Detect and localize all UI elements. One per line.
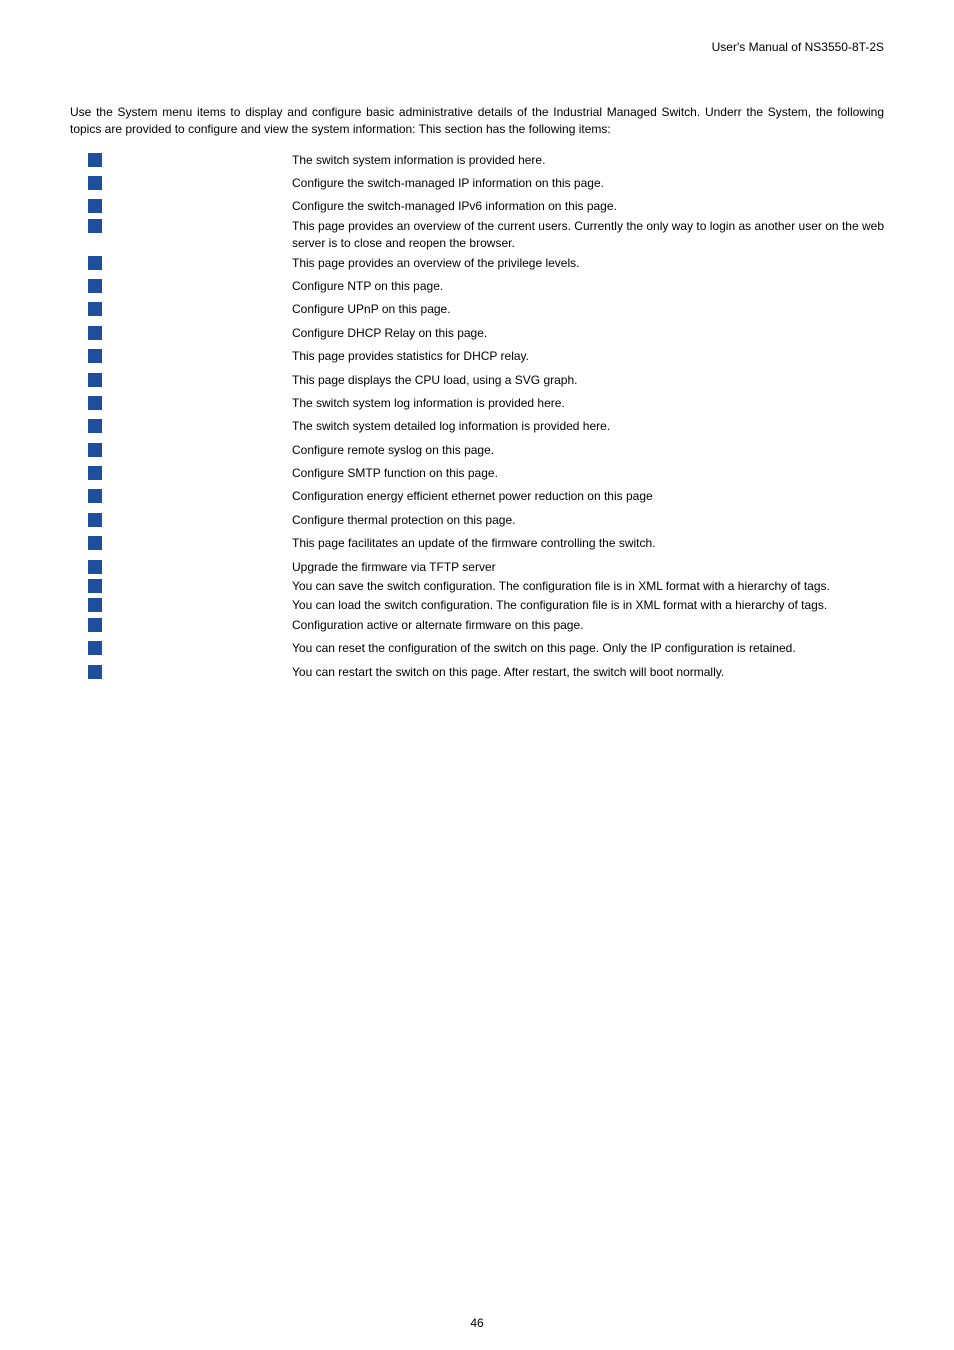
list-item: Configure NTP on this page. [70, 278, 884, 295]
page-number: 46 [0, 1316, 954, 1330]
square-bullet-icon [88, 443, 102, 457]
item-description: Configure remote syslog on this page. [292, 442, 884, 459]
list-item: Configure remote syslog on this page. [70, 442, 884, 459]
square-bullet-icon [88, 419, 102, 433]
list-item: Configure the switch-managed IPv6 inform… [70, 198, 884, 215]
item-description: You can load the switch configuration. T… [292, 597, 884, 614]
item-description: Configure the switch-managed IPv6 inform… [292, 198, 884, 215]
square-bullet-icon [88, 466, 102, 480]
item-description: Configure UPnP on this page. [292, 301, 884, 318]
list-item: Configure DHCP Relay on this page. [70, 325, 884, 342]
intro-paragraph: Use the System menu items to display and… [70, 104, 884, 138]
list-item: This page provides statistics for DHCP r… [70, 348, 884, 365]
list-item: Configuration active or alternate firmwa… [70, 617, 884, 634]
list-item: The switch system information is provide… [70, 152, 884, 169]
item-description: You can restart the switch on this page.… [292, 664, 884, 681]
item-description: Configuration active or alternate firmwa… [292, 617, 884, 634]
square-bullet-icon [88, 219, 102, 233]
list-item: Configure the switch-managed IP informat… [70, 175, 884, 192]
list-item: The switch system log information is pro… [70, 395, 884, 412]
square-bullet-icon [88, 153, 102, 167]
square-bullet-icon [88, 396, 102, 410]
item-description: This page facilitates an update of the f… [292, 535, 884, 552]
square-bullet-icon [88, 665, 102, 679]
square-bullet-icon [88, 256, 102, 270]
list-item: Configure SMTP function on this page. [70, 465, 884, 482]
list-item: You can restart the switch on this page.… [70, 664, 884, 681]
square-bullet-icon [88, 513, 102, 527]
list-item: You can load the switch configuration. T… [70, 597, 884, 614]
item-description: This page displays the CPU load, using a… [292, 372, 884, 389]
list-item: You can reset the configuration of the s… [70, 640, 884, 657]
item-description: Configure thermal protection on this pag… [292, 512, 884, 529]
item-description: The switch system log information is pro… [292, 395, 884, 412]
square-bullet-icon [88, 279, 102, 293]
item-description: This page provides statistics for DHCP r… [292, 348, 884, 365]
item-description: Upgrade the firmware via TFTP server [292, 559, 884, 576]
page-header: User's Manual of NS3550-8T-2S [70, 40, 884, 54]
list-item: Configure UPnP on this page. [70, 301, 884, 318]
item-description: Configure the switch-managed IP informat… [292, 175, 884, 192]
item-description: This page provides an overview of the pr… [292, 255, 884, 272]
square-bullet-icon [88, 199, 102, 213]
square-bullet-icon [88, 176, 102, 190]
square-bullet-icon [88, 560, 102, 574]
square-bullet-icon [88, 489, 102, 503]
square-bullet-icon [88, 536, 102, 550]
item-description: Configuration energy efficient ethernet … [292, 488, 884, 505]
list-item: Upgrade the firmware via TFTP server [70, 559, 884, 576]
list-item: Configuration energy efficient ethernet … [70, 488, 884, 505]
item-description: The switch system detailed log informati… [292, 418, 884, 435]
item-description: You can save the switch configuration. T… [292, 578, 884, 595]
square-bullet-icon [88, 641, 102, 655]
item-description: The switch system information is provide… [292, 152, 884, 169]
square-bullet-icon [88, 598, 102, 612]
square-bullet-icon [88, 302, 102, 316]
items-list: The switch system information is provide… [70, 152, 884, 681]
square-bullet-icon [88, 349, 102, 363]
item-description: Configure NTP on this page. [292, 278, 884, 295]
item-description: Configure SMTP function on this page. [292, 465, 884, 482]
list-item: This page facilitates an update of the f… [70, 535, 884, 552]
item-description: You can reset the configuration of the s… [292, 640, 884, 657]
square-bullet-icon [88, 618, 102, 632]
list-item: This page provides an overview of the pr… [70, 255, 884, 272]
list-item: The switch system detailed log informati… [70, 418, 884, 435]
item-description: Configure DHCP Relay on this page. [292, 325, 884, 342]
square-bullet-icon [88, 373, 102, 387]
list-item: Configure thermal protection on this pag… [70, 512, 884, 529]
item-description: This page provides an overview of the cu… [292, 218, 884, 253]
list-item: This page displays the CPU load, using a… [70, 372, 884, 389]
square-bullet-icon [88, 579, 102, 593]
list-item: This page provides an overview of the cu… [70, 218, 884, 253]
square-bullet-icon [88, 326, 102, 340]
list-item: You can save the switch configuration. T… [70, 578, 884, 595]
